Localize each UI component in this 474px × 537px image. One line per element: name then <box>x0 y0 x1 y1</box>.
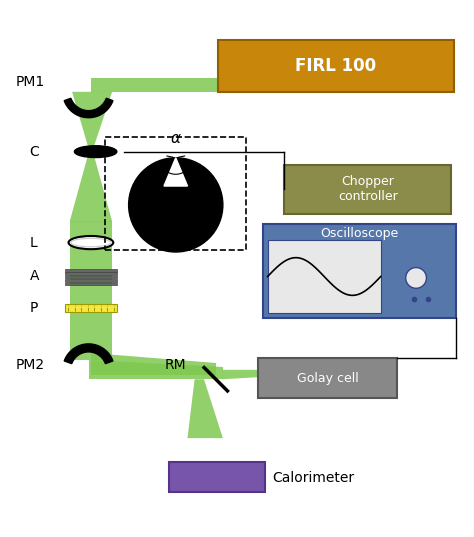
Polygon shape <box>64 344 113 364</box>
Text: FIRL 100: FIRL 100 <box>295 57 376 75</box>
FancyBboxPatch shape <box>284 165 451 214</box>
FancyBboxPatch shape <box>268 240 381 313</box>
Text: RM: RM <box>165 358 187 372</box>
Text: $\alpha$: $\alpha$ <box>170 131 182 146</box>
Circle shape <box>406 267 427 288</box>
Text: L: L <box>30 236 37 250</box>
Text: PM2: PM2 <box>16 358 45 372</box>
Text: P: P <box>30 301 38 315</box>
Polygon shape <box>91 353 216 374</box>
Text: A: A <box>30 268 39 282</box>
Polygon shape <box>164 158 188 186</box>
Polygon shape <box>188 379 223 438</box>
FancyBboxPatch shape <box>65 282 117 286</box>
Polygon shape <box>70 153 112 221</box>
Text: Chopper
controller: Chopper controller <box>338 176 398 204</box>
FancyBboxPatch shape <box>263 224 456 318</box>
Polygon shape <box>70 221 112 360</box>
FancyBboxPatch shape <box>258 358 397 398</box>
FancyBboxPatch shape <box>65 269 117 272</box>
Ellipse shape <box>74 146 117 157</box>
Text: Oscilloscope: Oscilloscope <box>320 227 399 240</box>
Text: PM1: PM1 <box>16 75 45 89</box>
Polygon shape <box>64 98 113 118</box>
Polygon shape <box>72 92 112 148</box>
FancyBboxPatch shape <box>169 462 265 492</box>
Polygon shape <box>89 360 223 379</box>
FancyBboxPatch shape <box>65 272 117 275</box>
FancyBboxPatch shape <box>218 40 454 92</box>
Polygon shape <box>223 370 263 379</box>
FancyBboxPatch shape <box>65 304 117 312</box>
Ellipse shape <box>69 236 113 249</box>
Text: Calorimeter: Calorimeter <box>273 471 355 485</box>
Text: Golay cell: Golay cell <box>297 372 359 385</box>
FancyBboxPatch shape <box>65 279 117 282</box>
Circle shape <box>128 158 223 252</box>
Text: C: C <box>30 144 39 158</box>
Polygon shape <box>91 78 223 92</box>
FancyBboxPatch shape <box>65 275 117 278</box>
